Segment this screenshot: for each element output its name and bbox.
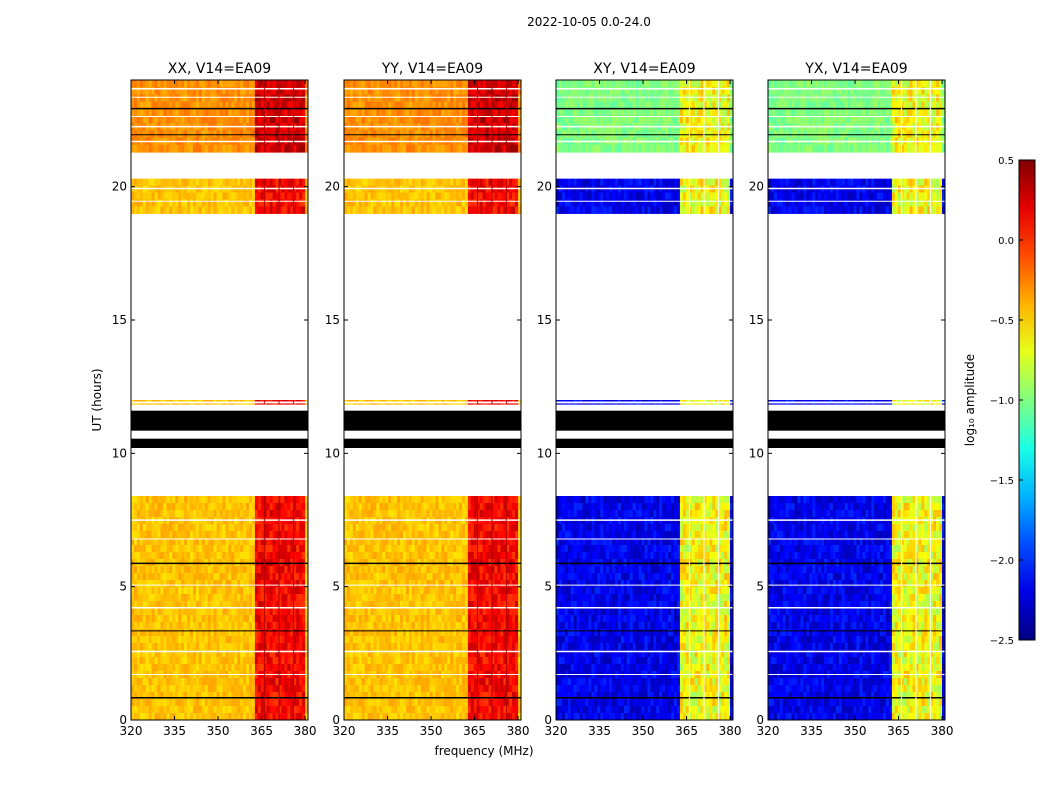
plot-area [768, 80, 945, 720]
colorbar-tick-label: −1.5 [990, 476, 1014, 487]
y-tick-label: 15 [112, 313, 127, 327]
panel-title: YX, V14=EA09 [804, 61, 907, 77]
x-tick-label: 380 [294, 724, 317, 738]
y-tick-label: 15 [325, 313, 340, 327]
plot-area [344, 80, 521, 720]
panel-title: XX, V14=EA09 [168, 61, 271, 77]
y-tick-label: 20 [537, 180, 552, 194]
y-tick-label: 0 [332, 713, 340, 727]
y-tick-label: 15 [749, 313, 764, 327]
x-tick-label: 365 [463, 724, 486, 738]
y-axis-label: UT (hours) [90, 368, 104, 431]
axes-frame [343, 79, 522, 721]
colorbar-tick-label: −2.0 [990, 556, 1014, 567]
panel-yy: YY, V14=EA09 320 335 350 365 380 0 5 10 15 20 [325, 61, 530, 738]
colorbar-tick-label: −0.5 [990, 316, 1014, 327]
panel-xx: XX, V14=EA09 320 335 350 365 380 0 5 10 15 20 [112, 61, 317, 738]
y-tick-label: 5 [756, 580, 764, 594]
colorbar-tick-label: 0.5 [998, 156, 1014, 167]
y-tick-label: 0 [756, 713, 764, 727]
colorbar-tick-label: 0.0 [998, 236, 1014, 247]
x-tick-label: 380 [719, 724, 742, 738]
plot-area [131, 80, 308, 720]
y-tick-label: 0 [544, 713, 552, 727]
y-tick-label: 5 [544, 580, 552, 594]
colorbar: 0.5 0.0 −0.5 −1.0 −1.5 −2.0 −2.5 log₁₀ amplitud… [963, 156, 1036, 647]
figure-suptitle: 2022-10-05 0.0-24.0 [527, 15, 651, 29]
colorbar-tick-label: −1.0 [990, 396, 1014, 407]
x-axis-label: frequency (MHz) [434, 744, 533, 758]
y-tick-label: 10 [112, 446, 127, 460]
y-tick-label: 10 [537, 446, 552, 460]
x-tick-label: 350 [632, 724, 655, 738]
x-tick-label: 320 [120, 724, 143, 738]
x-tick-label: 320 [757, 724, 780, 738]
panel-title: YY, V14=EA09 [381, 61, 483, 77]
x-tick-label: 335 [376, 724, 399, 738]
y-tick-label: 10 [325, 446, 340, 460]
y-tick-label: 10 [749, 446, 764, 460]
y-tick-label: 20 [749, 180, 764, 194]
x-tick-label: 335 [800, 724, 823, 738]
x-tick-label: 365 [675, 724, 698, 738]
x-tick-label: 335 [163, 724, 186, 738]
plot-area [556, 80, 733, 720]
panel-title: XY, V14=EA09 [593, 61, 695, 77]
axes-frame [555, 79, 734, 721]
y-tick-label: 20 [112, 180, 127, 194]
x-tick-label: 350 [844, 724, 867, 738]
x-tick-label: 365 [887, 724, 910, 738]
axes-frame [767, 79, 946, 721]
x-tick-label: 365 [250, 724, 273, 738]
x-tick-label: 320 [333, 724, 356, 738]
x-tick-label: 350 [420, 724, 443, 738]
x-tick-label: 350 [207, 724, 230, 738]
x-tick-label: 380 [931, 724, 954, 738]
y-tick-label: 5 [332, 580, 340, 594]
y-tick-label: 15 [537, 313, 552, 327]
axes-frame [130, 79, 309, 721]
y-tick-label: 20 [325, 180, 340, 194]
y-tick-label: 5 [119, 580, 127, 594]
x-tick-label: 320 [545, 724, 568, 738]
panel-xy: XY, V14=EA09 320 335 350 365 380 0 5 10 15 20 [537, 61, 742, 738]
y-tick-label: 0 [119, 713, 127, 727]
x-tick-label: 380 [507, 724, 530, 738]
panel-yx: YX, V14=EA09 320 335 350 365 380 0 5 10 15 20 [749, 61, 954, 738]
x-tick-label: 335 [588, 724, 611, 738]
colorbar-tick-label: −2.5 [990, 636, 1014, 647]
colorbar-label: log₁₀ amplitude [963, 354, 977, 446]
